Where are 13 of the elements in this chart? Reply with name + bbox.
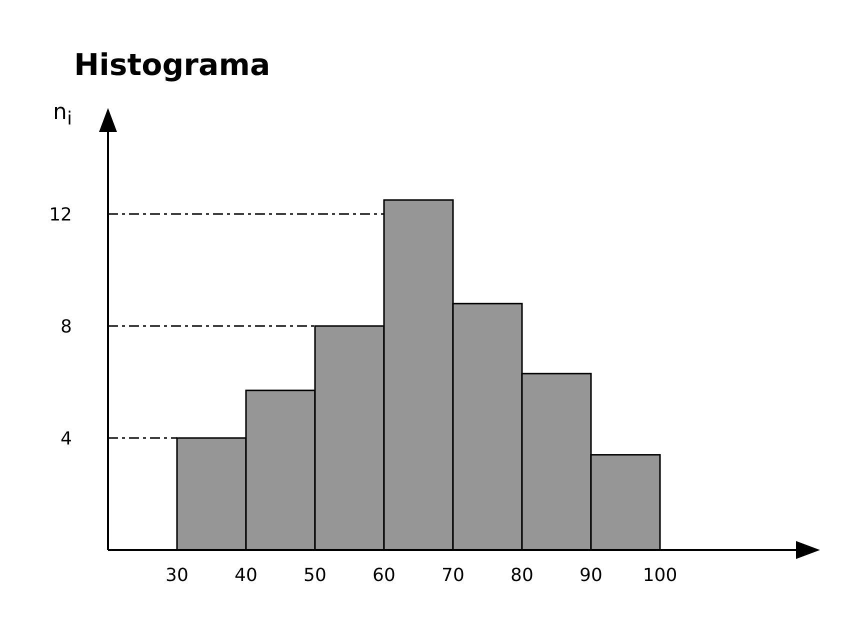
y-tick-label: 12 — [49, 204, 72, 226]
x-tick-label: 60 — [372, 564, 396, 586]
x-tick-label: 80 — [510, 564, 534, 586]
chart-title: Histograma — [74, 48, 270, 83]
x-tick-label: 70 — [442, 564, 464, 586]
x-tick-label: 100 — [642, 564, 678, 586]
y-tick-label: 8 — [60, 316, 72, 338]
x-tick-label: 90 — [580, 564, 602, 586]
x-tick-label: 50 — [304, 564, 326, 586]
x-tick-label: 30 — [166, 564, 188, 586]
y-axis-title: n$_{i}$ — [53, 100, 72, 130]
y-tick-label: 4 — [60, 428, 72, 450]
x-tick-label: 40 — [234, 564, 258, 586]
